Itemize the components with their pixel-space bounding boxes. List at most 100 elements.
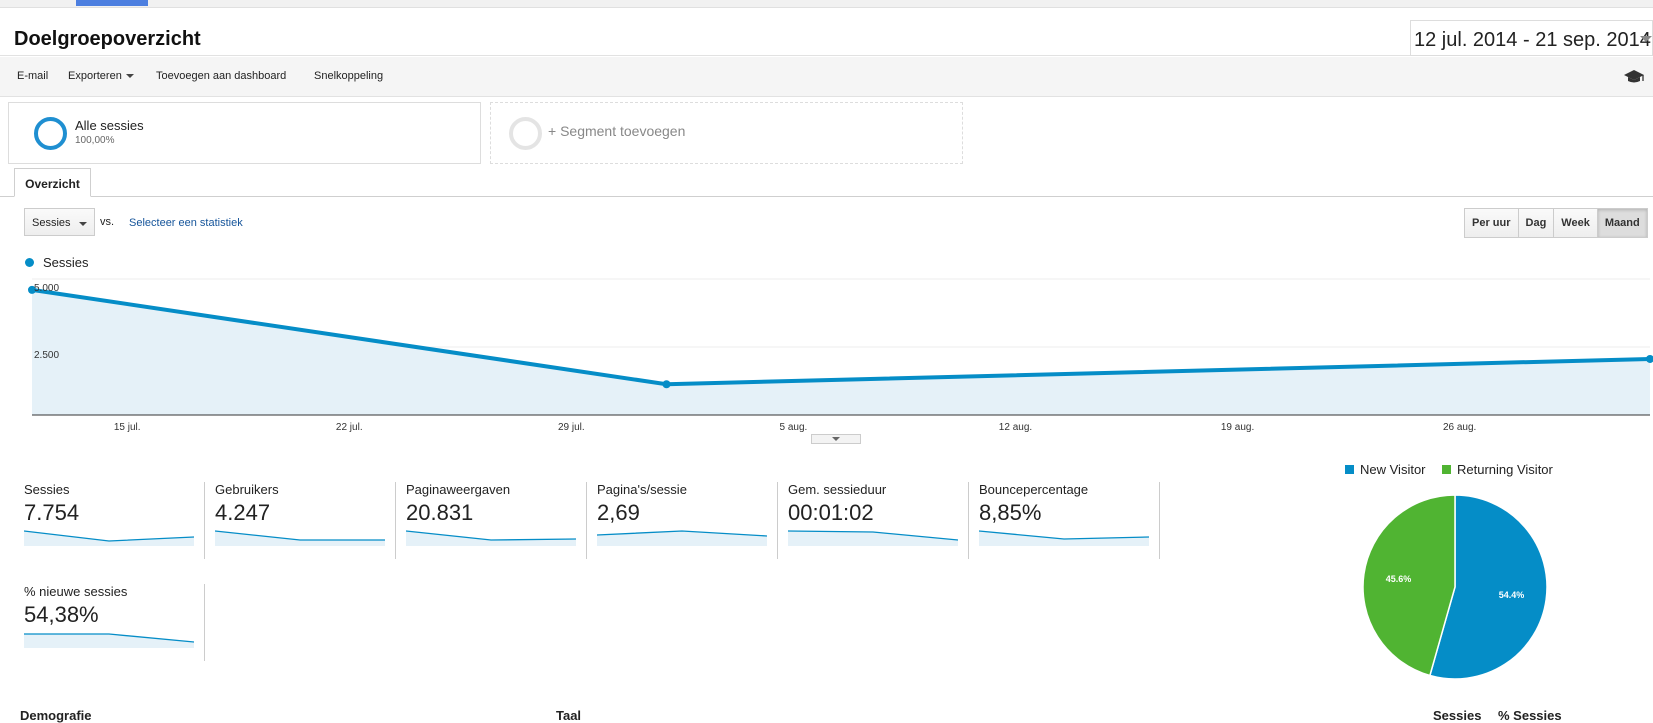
metric-label: Bouncepercentage [979, 482, 1089, 497]
metric-card[interactable]: Gebruikers 4.247 [215, 482, 396, 559]
sessions-line-chart: 5.000 2.500 15 jul. 22 jul. 29 jul. 5 aug. 1… [28, 278, 1653, 433]
x-tick-label: 12 aug. [999, 422, 1032, 433]
segment-ring-icon [34, 117, 67, 150]
segment-all-sessions[interactable]: Alle sessies 100,00% [8, 102, 481, 164]
metric-value: 8,85% [979, 500, 1042, 525]
add-to-dashboard-button[interactable]: Toevoegen aan dashboard [156, 70, 287, 82]
sparkline-area [215, 531, 385, 546]
sparkline-line [788, 530, 958, 541]
add-segment-label: + Segment toevoegen [548, 123, 686, 139]
y-tick-label: 5.000 [34, 283, 59, 294]
granularity-day-button[interactable]: Dag [1518, 209, 1555, 237]
shortcut-button[interactable]: Snelkoppeling [314, 70, 384, 82]
metric-label: Gem. sessieduur [788, 482, 887, 497]
export-button[interactable]: Exporteren [68, 70, 134, 82]
sparkline-area [597, 531, 767, 546]
title-bar: Doelgroepoverzicht 12 jul. 2014 - 21 sep… [0, 8, 1653, 56]
section-heading-demographics: Demografie [20, 708, 92, 723]
metric-sparkline [24, 530, 194, 546]
empty-segment-ring-icon [509, 117, 542, 150]
metric-card[interactable]: Pagina's/sessie 2,69 [597, 482, 778, 559]
metric-label: Sessies [24, 482, 70, 497]
metric-sparkline [597, 530, 767, 546]
vs-label: vs. [100, 216, 115, 228]
metric-label: % nieuwe sessies [24, 584, 128, 599]
graduation-cap-icon[interactable] [1623, 69, 1645, 85]
granularity-week-button[interactable]: Week [1554, 209, 1598, 237]
metric-label: Paginaweergaven [406, 482, 511, 497]
sparkline-line [406, 530, 576, 541]
metric-card[interactable]: Sessies 7.754 [24, 482, 205, 559]
add-segment-box[interactable]: + Segment toevoegen [490, 102, 963, 164]
legend-swatch [1345, 465, 1354, 474]
sparkline-area [406, 531, 576, 546]
sparkline-area [24, 531, 194, 546]
metric-card[interactable]: Gem. sessieduur 00:01:02 [788, 482, 969, 559]
y-tick-label: 2.500 [34, 350, 59, 361]
metric-dropdown-value: Sessies [32, 217, 71, 229]
x-tick-label: 26 aug. [1443, 422, 1476, 433]
metric-sparkline [215, 530, 385, 546]
pie-legend-label: New Visitor [1360, 462, 1426, 477]
metric-label: Pagina's/sessie [597, 482, 687, 497]
x-tick-label: 22 jul. [336, 422, 363, 433]
sparkline-area [979, 531, 1149, 546]
metric-card[interactable]: Paginaweergaven 20.831 [406, 482, 587, 559]
date-range-picker[interactable]: 12 jul. 2014 - 21 sep. 2014 [1410, 20, 1653, 56]
metric-value: 54,38% [24, 602, 99, 627]
chevron-down-icon [1640, 36, 1652, 42]
sparkline-line [215, 530, 385, 541]
column-header-session-pct: % Sessies [1498, 708, 1562, 723]
pie-slice[interactable] [1428, 494, 1548, 680]
export-label: Exporteren [68, 70, 122, 82]
segment-percentage: 100,00% [75, 135, 115, 146]
pie-slice[interactable] [1362, 494, 1456, 677]
sessions-data-point[interactable] [662, 380, 671, 389]
x-tick-label: 29 jul. [558, 422, 585, 433]
metric-sparkline [788, 530, 958, 546]
column-header-sessions: Sessies [1433, 708, 1482, 723]
sparkline-line [24, 633, 194, 643]
visitor-pie-chart: 54.4% 45.6% [1362, 494, 1548, 680]
legend-sessions-dot [25, 258, 34, 267]
section-heading-language: Taal [556, 708, 582, 723]
toolbar: E-mail Exporteren Toevoegen aan dashboar… [0, 57, 1653, 97]
date-range-text: 12 jul. 2014 - 21 sep. 2014 [1414, 29, 1651, 51]
metric-label: Gebruikers [215, 482, 279, 497]
metric-sparkline [24, 633, 194, 648]
chart-resize-handle[interactable] [811, 434, 861, 444]
metric-value: 7.754 [24, 500, 80, 525]
pie-slice-label: 45.6% [1386, 574, 1412, 584]
active-tab-indicator [76, 0, 148, 6]
chevron-down-icon [125, 74, 134, 79]
sessions-data-point[interactable] [28, 285, 36, 294]
sparkline-line [597, 530, 767, 537]
x-tick-label: 5 aug. [780, 422, 808, 433]
pie-legend-new: New Visitor [1345, 462, 1426, 477]
x-tick-label: 19 aug. [1221, 422, 1254, 433]
legend-swatch [1442, 465, 1451, 474]
page-title: Doelgroepoverzicht [14, 28, 201, 50]
granularity-buttons: Per uur Dag Week Maand [1464, 208, 1648, 238]
metric-card[interactable]: % nieuwe sessies 54,38% [24, 584, 205, 661]
pie-legend-returning: Returning Visitor [1442, 462, 1553, 477]
email-button[interactable]: E-mail [17, 70, 49, 82]
pie-slice-label: 54.4% [1499, 590, 1525, 600]
sessions-data-point[interactable] [1646, 354, 1653, 363]
select-statistic-link[interactable]: Selecteer een statistiek [129, 217, 243, 229]
sparkline-line [24, 530, 194, 542]
granularity-hourly-button[interactable]: Per uur [1465, 209, 1519, 237]
sparkline-area [788, 531, 958, 546]
granularity-month-button[interactable]: Maand [1597, 209, 1647, 237]
sessions-area-fill [32, 289, 1650, 415]
metric-value: 00:01:02 [788, 500, 874, 525]
metric-value: 20.831 [406, 500, 474, 525]
chevron-down-icon [79, 222, 87, 226]
metric-sparkline [406, 530, 576, 546]
metric-card[interactable]: Bouncepercentage 8,85% [979, 482, 1160, 559]
tab-overview[interactable]: Overzicht [14, 168, 91, 197]
segment-name: Alle sessies [75, 118, 144, 133]
metric-dropdown[interactable]: Sessies [24, 208, 95, 236]
sparkline-area [24, 634, 194, 648]
pie-legend-label: Returning Visitor [1457, 462, 1553, 477]
